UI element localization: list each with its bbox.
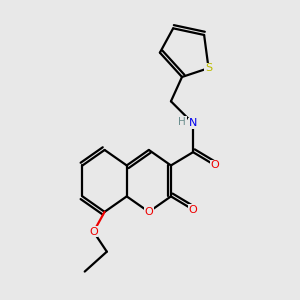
Text: N: N — [189, 118, 197, 128]
Text: S: S — [205, 63, 212, 73]
Text: H: H — [178, 117, 186, 127]
Text: O: O — [145, 207, 153, 217]
Text: O: O — [89, 227, 98, 237]
Text: O: O — [211, 160, 220, 170]
Text: O: O — [189, 205, 197, 215]
